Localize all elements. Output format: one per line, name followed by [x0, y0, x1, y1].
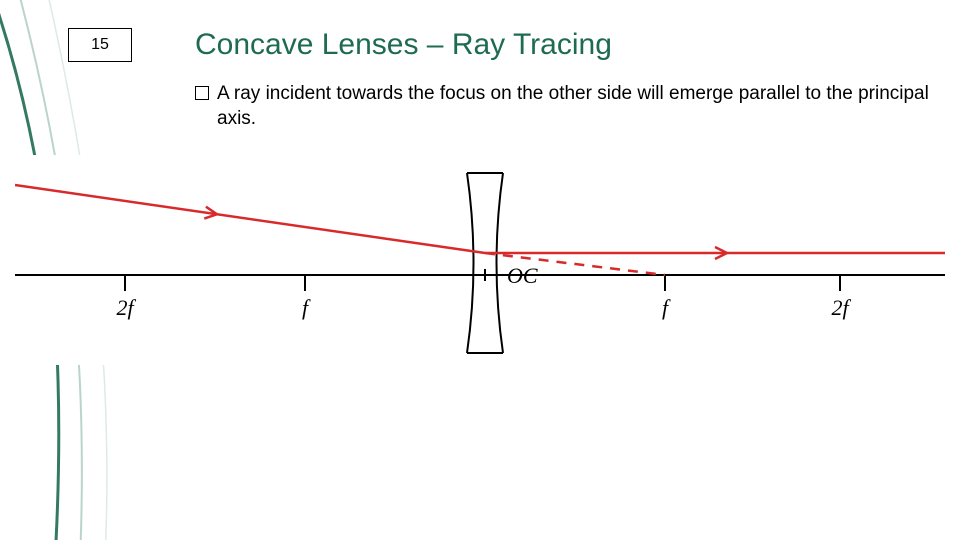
- slide-number-text: 15: [91, 36, 109, 54]
- slide-number: 15: [68, 28, 132, 62]
- bullet-text: A ray incident towards the focus on the …: [217, 82, 935, 131]
- ray-diagram: 2fff2fOC: [15, 155, 945, 365]
- page-title: Concave Lenses – Ray Tracing: [195, 28, 612, 62]
- svg-text:2f: 2f: [116, 295, 136, 320]
- svg-text:OC: OC: [507, 263, 538, 288]
- svg-text:2f: 2f: [831, 295, 851, 320]
- bullet-item: A ray incident towards the focus on the …: [195, 82, 935, 131]
- square-bullet-icon: [195, 86, 209, 100]
